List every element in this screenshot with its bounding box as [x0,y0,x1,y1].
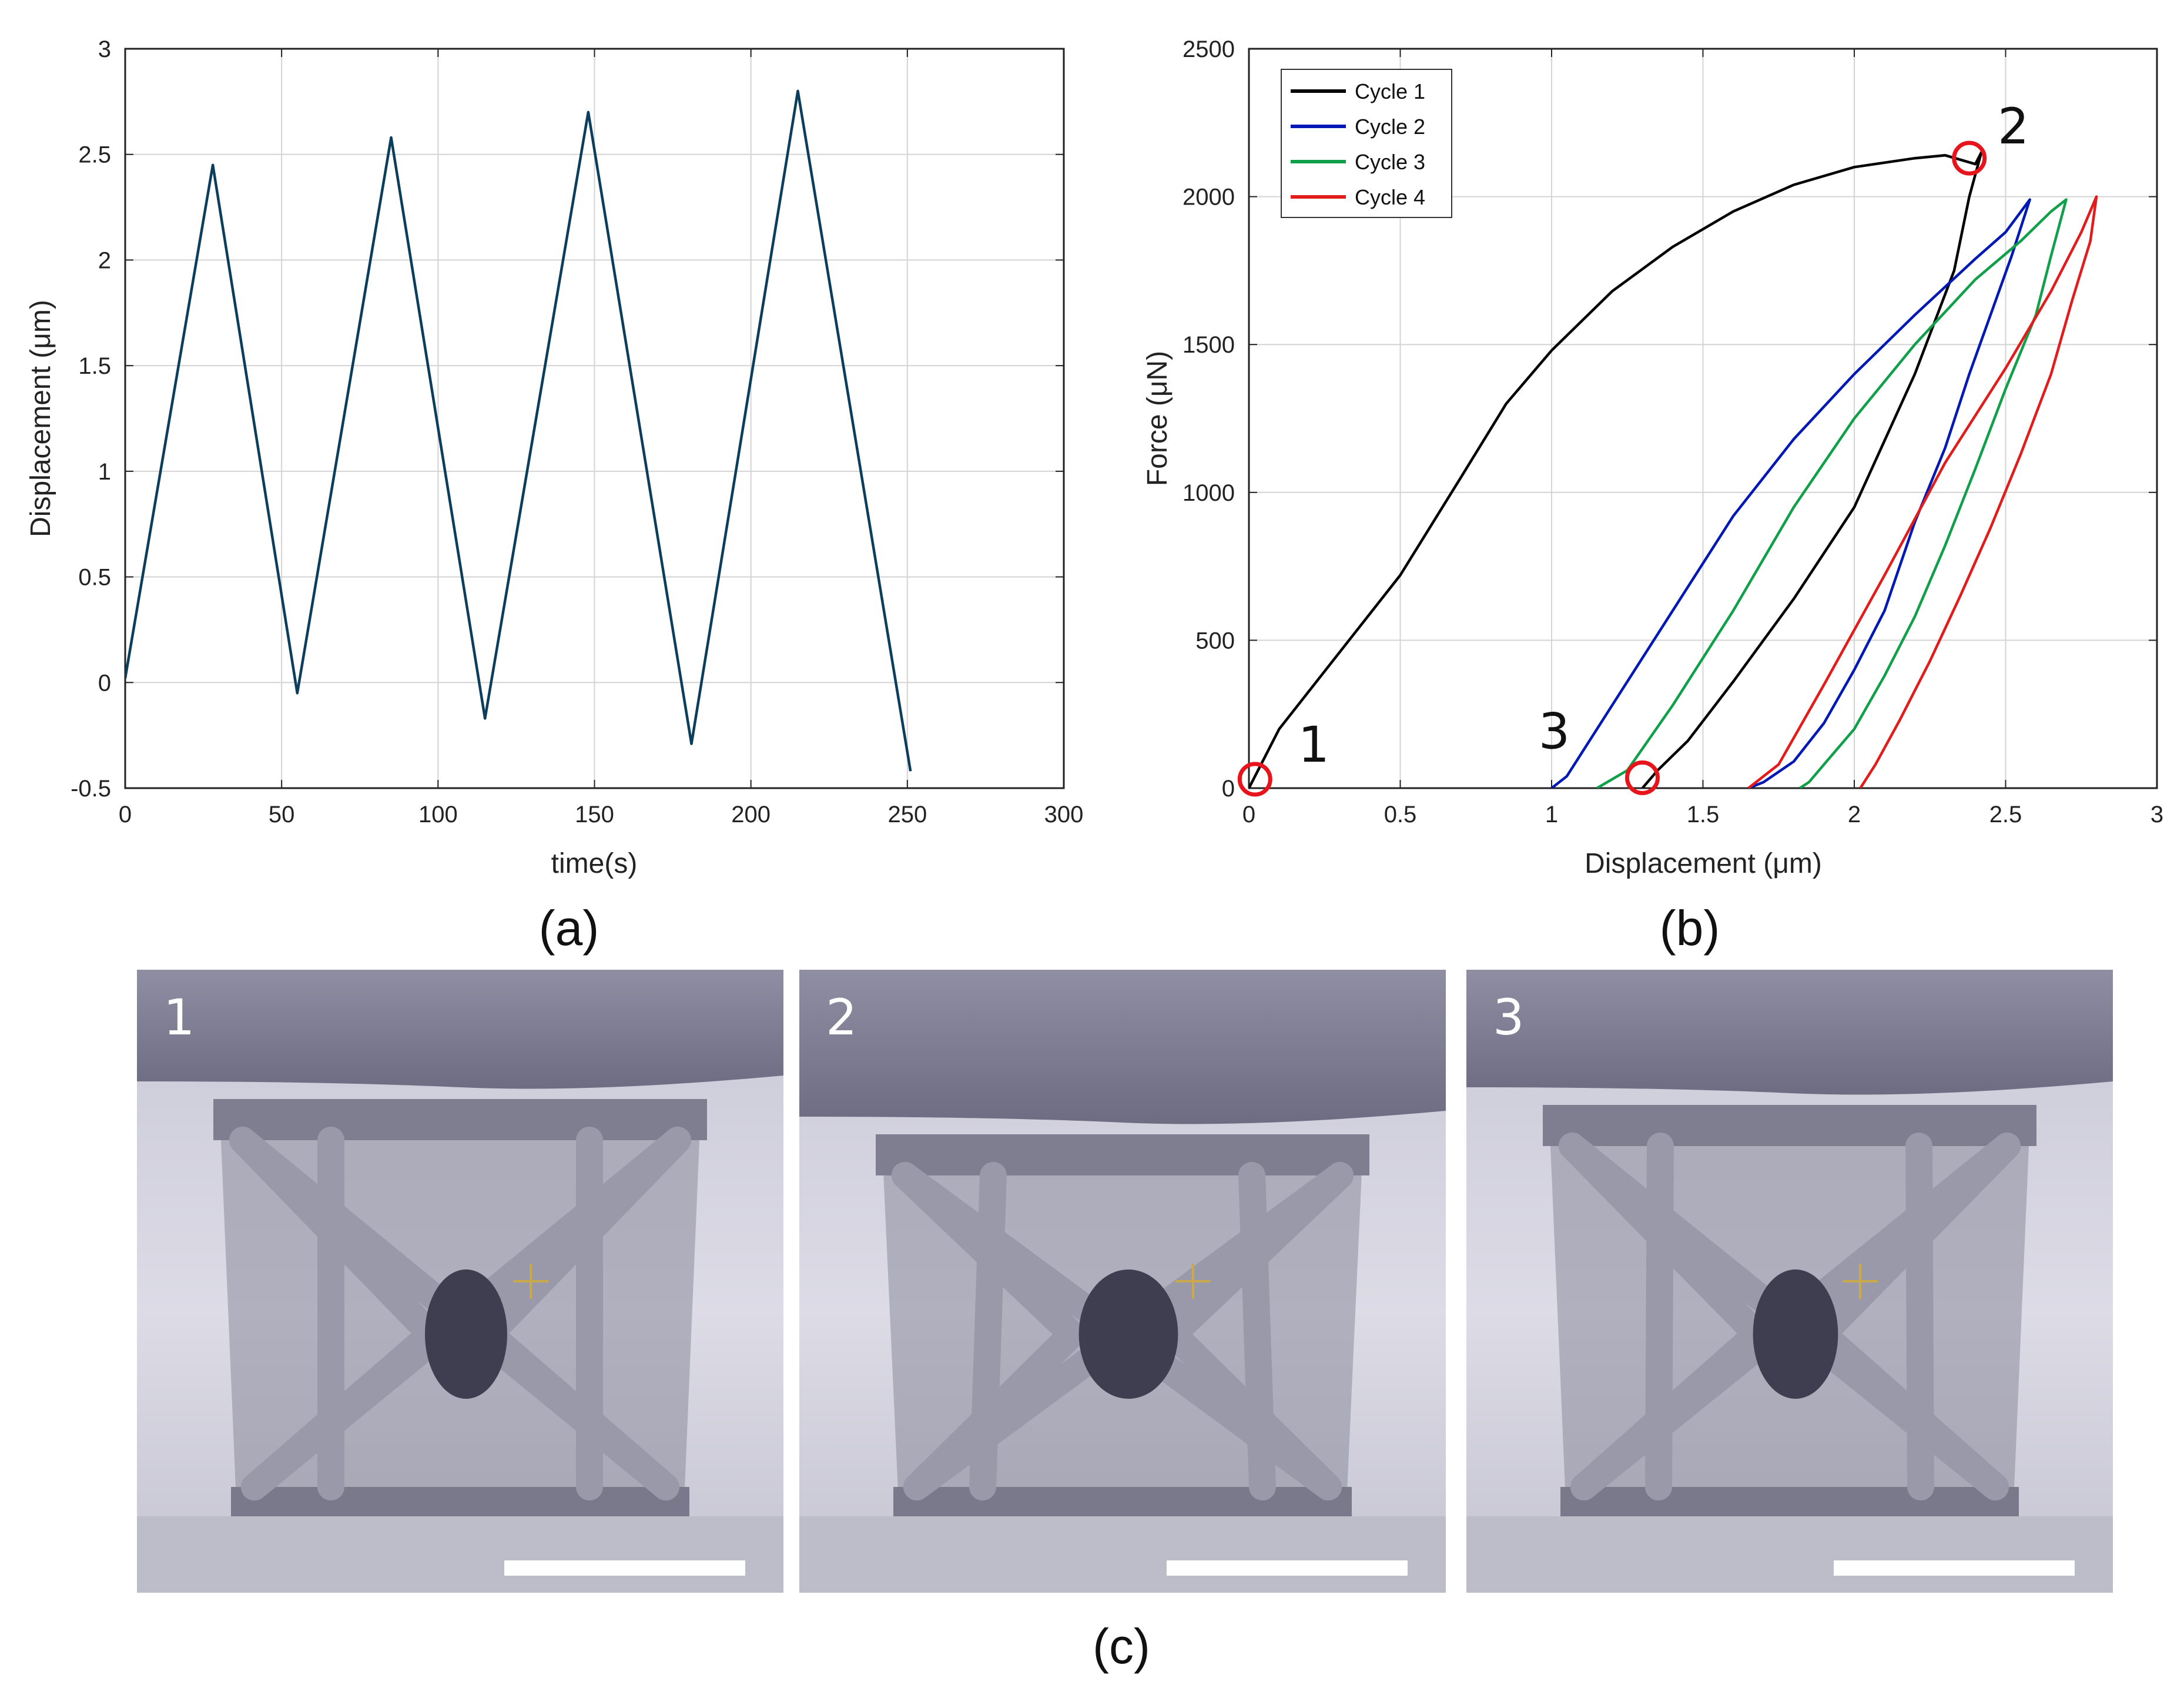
series-line-cycle-4 [1747,195,2098,788]
y-tick-labels-a: -0.5 0 0.5 1 1.5 2 2.5 3 [71,36,111,802]
sem-scale-bar [1167,1560,1408,1576]
x-axis-label-a: time(s) [551,848,638,879]
x-tick-label-a: 50 [269,802,295,828]
sem-indenter-platen [137,970,783,1089]
y-axis-label-a: Displacement (μm) [25,300,56,537]
y-tick-labels-b: 0 500 1000 1500 2000 2500 [1183,36,1235,802]
sem-lattice-strut [1905,1133,1934,1500]
x-tick-label-a: 100 [418,802,458,828]
sem-substrate [799,1516,1446,1593]
sem-lattice-top-plate [213,1099,707,1140]
legend-b: Cycle 1 Cycle 2 Cycle 3 Cycle 4 [1281,69,1452,218]
sem-lattice-bottom-plate [231,1487,689,1516]
state-marker-2 [1952,140,1987,176]
chart-panel-b: 1 2 3 0 0.5 1 1.5 2 2.5 3 0 500 1000 1500 2000 2500 C… [1142,36,2163,956]
sem-lattice-cavity [1753,1269,1838,1399]
series-group-b [1249,150,2098,788]
sem-image-2: 2 [799,970,1446,1593]
y-tick-label-b: 2500 [1183,36,1235,62]
sem-lattice-bottom-plate [893,1487,1352,1516]
sem-image-label-1: 1 [163,989,195,1046]
y-tick-label-a: 2.5 [78,142,111,168]
state-marker-label-2: 2 [1998,98,2029,155]
x-tick-label-b: 1.5 [1687,802,1720,828]
sem-image-label-2: 2 [826,989,857,1046]
y-tick-label-a: 1.5 [78,353,111,379]
y-tick-label-b: 2000 [1183,185,1235,210]
sem-image-1: 1 [137,970,783,1593]
y-tick-label-a: 0 [98,670,111,696]
x-axis-label-b: Displacement (μm) [1585,848,1822,879]
y-tick-label-a: 3 [98,36,111,62]
y-tick-label-a: 0.5 [78,565,111,591]
y-tick-label-b: 1000 [1183,480,1235,506]
y-tick-label-b: 500 [1195,628,1235,654]
x-tick-label-a: 0 [119,802,132,828]
sem-lattice-cavity [425,1269,507,1399]
legend-label-3: Cycle 3 [1355,150,1425,174]
sem-indenter-platen [1466,970,2113,1095]
x-tick-label-b: 3 [2150,802,2163,828]
x-tick-label-b: 1 [1545,802,1558,828]
series-line-cycle-2 [1550,198,2031,788]
state-marker-label-1: 1 [1298,716,1329,773]
x-tick-label-b: 2.5 [1989,802,2022,828]
y-tick-label-b: 0 [1222,776,1235,802]
x-tick-label-a: 250 [887,802,927,828]
panel-label-c: (c) [1093,1619,1150,1674]
y-tick-label-a: 2 [98,247,111,273]
sem-substrate [1466,1516,2113,1593]
plot-frame-b [1248,48,2158,789]
y-tick-label-a: 1 [98,459,111,485]
panel-label-b: (b) [1660,900,1720,956]
state-marker-label-3: 3 [1539,702,1570,760]
sem-lattice-top-plate [876,1134,1369,1175]
sem-lattice-strut [1238,1162,1276,1500]
chart-panel-a: 0 50 100 150 200 250 300 -0.5 0 0.5 1 1.5 2 2.5 3 tim… [25,36,1083,956]
sem-lattice-cavity [1078,1269,1178,1399]
sem-lattice-strut [1645,1133,1674,1500]
sem-lattice-bottom-plate [1560,1487,2019,1516]
plot-frame-a [124,48,1065,789]
x-tick-labels-a: 0 50 100 150 200 250 300 [119,802,1084,828]
sem-lattice-top-plate [1543,1105,2036,1146]
x-tick-labels-b: 0 0.5 1 1.5 2 2.5 3 [1242,802,2163,828]
x-tick-label-a: 300 [1044,802,1084,828]
x-tick-label-a: 200 [731,802,771,828]
sem-image-3: 3 [1466,970,2113,1593]
sem-indenter-platen [799,970,1446,1124]
state-marker-3 [1625,760,1660,795]
x-tick-label-a: 150 [575,802,614,828]
series-line-displacement [125,89,912,772]
y-axis-label-b: Force (μN) [1142,351,1173,486]
grid-a [125,48,1064,789]
state-markers-b: 1 2 3 [1237,98,2029,797]
y-tick-label-a: -0.5 [71,776,111,802]
y-tick-label-b: 1500 [1183,332,1235,358]
legend-label-2: Cycle 2 [1355,115,1425,139]
series-line-cycle-3 [1596,198,2068,788]
sem-substrate [137,1516,783,1593]
legend-label-4: Cycle 4 [1355,185,1425,209]
x-tick-label-b: 0 [1242,802,1255,828]
series-group-a [125,89,912,772]
sem-image-panel: 1 2 3 (c) [137,970,2113,1674]
state-marker-1 [1237,762,1272,797]
legend-box [1281,69,1452,218]
sem-image-label-3: 3 [1493,989,1524,1046]
series-line-cycle-1 [1249,150,1983,788]
x-tick-label-b: 0.5 [1384,802,1417,828]
sem-lattice-strut [969,1162,1007,1500]
sem-scale-bar [1834,1560,2075,1576]
panel-label-a: (a) [539,900,599,956]
legend-label-1: Cycle 1 [1355,79,1425,103]
sem-scale-bar [504,1560,745,1576]
x-tick-label-b: 2 [1848,802,1861,828]
